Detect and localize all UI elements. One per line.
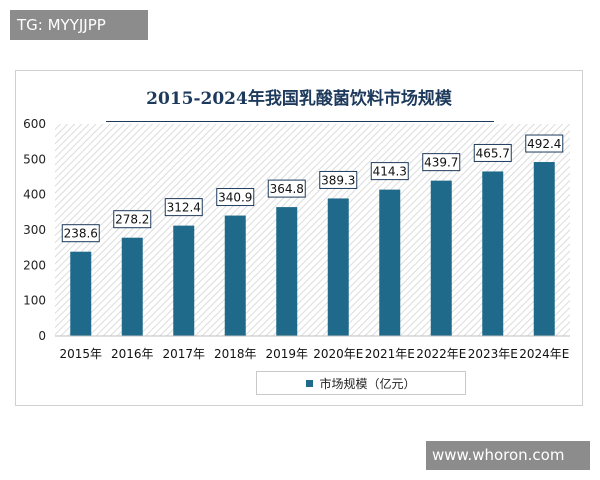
data-label: 238.6 xyxy=(64,227,98,241)
x-tick-label: 2023年E xyxy=(468,347,518,361)
data-label-box xyxy=(319,170,358,189)
data-label-box xyxy=(267,179,306,198)
x-tick-label: 2020年E xyxy=(313,347,363,361)
x-tick-label: 2021年E xyxy=(365,347,415,361)
bar xyxy=(276,207,298,336)
data-label: 465.7 xyxy=(476,146,510,160)
data-label-box xyxy=(164,198,203,217)
x-tick-label: 2016年 xyxy=(111,347,154,361)
legend-label: 市场规模（亿元） xyxy=(319,376,416,391)
x-tick-label: 2019年 xyxy=(265,347,308,361)
data-label: 492.4 xyxy=(527,137,561,151)
data-label: 439.7 xyxy=(424,156,458,170)
chart-title: 2015-2024年我国乳酸菌饮料市场规模 xyxy=(146,89,452,109)
bar xyxy=(70,251,92,336)
y-tick-label: 400 xyxy=(23,188,46,202)
y-tick-label: 100 xyxy=(23,294,46,308)
y-tick-label: 0 xyxy=(38,329,46,343)
legend-swatch xyxy=(306,379,314,387)
data-label: 364.8 xyxy=(270,182,304,196)
y-tick-label: 600 xyxy=(23,117,46,131)
bar xyxy=(482,171,504,336)
x-tick-label: 2024年E xyxy=(519,347,569,361)
data-label: 278.2 xyxy=(115,213,149,227)
data-label-box xyxy=(113,210,152,229)
data-label-box xyxy=(61,224,100,243)
data-label: 312.4 xyxy=(167,201,201,215)
data-label-box xyxy=(473,143,512,162)
bar xyxy=(224,215,246,336)
x-tick-label: 2017年 xyxy=(162,347,205,361)
legend: 市场规模（亿元） xyxy=(256,371,466,395)
bar xyxy=(533,162,555,336)
data-label-box xyxy=(370,162,409,181)
title-underline xyxy=(106,121,494,122)
data-label: 389.3 xyxy=(321,173,355,187)
bar xyxy=(173,225,195,336)
data-label-box xyxy=(422,153,461,172)
x-tick-label: 2015年 xyxy=(59,347,102,361)
data-label-box xyxy=(216,188,255,207)
y-tick-label: 200 xyxy=(23,258,46,272)
y-tick-label: 300 xyxy=(23,223,46,237)
x-tick-label: 2018年 xyxy=(214,347,257,361)
bar xyxy=(121,237,143,336)
y-tick-label: 500 xyxy=(23,152,46,166)
bar xyxy=(379,189,401,336)
data-label-box xyxy=(525,134,564,153)
watermark-bottom: www.whoron.com xyxy=(426,441,590,470)
data-label: 340.9 xyxy=(218,191,252,205)
bar xyxy=(430,180,452,336)
bar xyxy=(327,198,349,336)
x-tick-label: 2022年E xyxy=(416,347,466,361)
data-label: 414.3 xyxy=(373,165,407,179)
watermark-top: TG: MYYJJPP xyxy=(10,10,148,40)
